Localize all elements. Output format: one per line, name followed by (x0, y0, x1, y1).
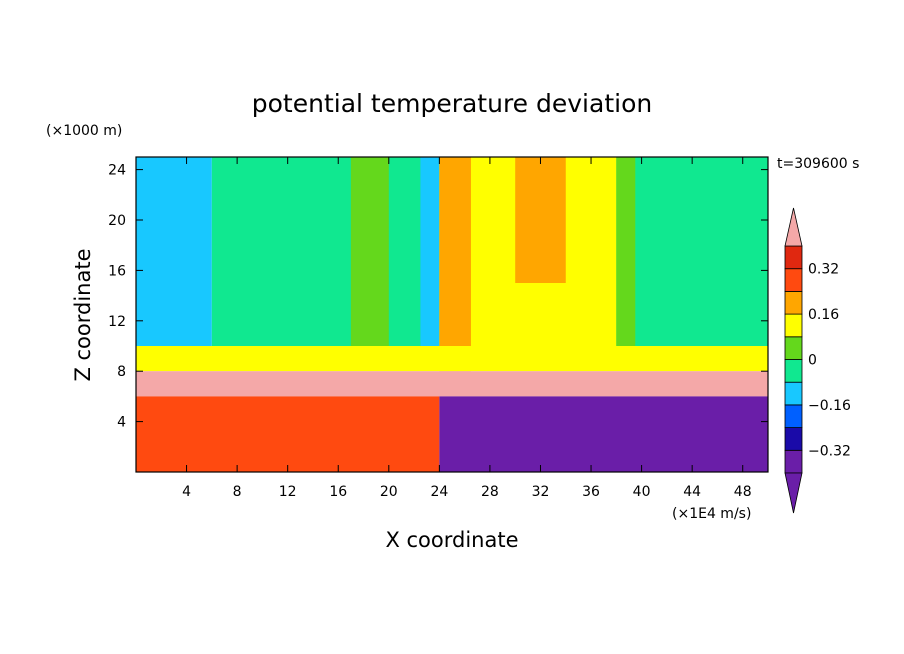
y-tick-label: 16 (108, 263, 126, 279)
x-tick-label: 12 (279, 484, 297, 500)
colorbar-swatch (784, 336, 803, 360)
x-axis: 4 8 12 16 20 24 28 32 36 40 44 48 (182, 157, 752, 500)
y-axis: 4 8 12 16 20 24 (108, 163, 768, 431)
colorbar-label: −0.16 (808, 398, 851, 414)
x-tick-label: 24 (430, 484, 448, 500)
chart-title: potential temperature deviation (252, 89, 652, 118)
x-unit-label: (×1E4 m/s) (672, 506, 751, 522)
colorbar-label: 0.32 (808, 262, 839, 278)
colorbar-swatch (784, 381, 803, 406)
x-axis-title: X coordinate (385, 528, 518, 552)
field-region-8 (136, 346, 768, 372)
field-region-3 (420, 157, 440, 346)
y-tick-label: 20 (108, 213, 126, 229)
field-region-7 (616, 157, 636, 346)
colorbar-swatch (784, 313, 803, 338)
field-region-11 (439, 396, 768, 472)
field-region-10 (136, 396, 440, 472)
x-tick-label: 4 (182, 484, 191, 500)
colorbar-label: −0.32 (808, 443, 851, 459)
y-tick-label: 8 (117, 364, 126, 380)
x-tick-label: 16 (329, 484, 347, 500)
colorbar-swatch (784, 268, 803, 292)
plot-frame (135, 156, 769, 473)
y-tick-label: 4 (117, 415, 126, 431)
field-region-2 (350, 157, 389, 346)
plot-area (136, 157, 768, 472)
y-tick-label: 12 (108, 314, 126, 330)
x-tick-label: 48 (734, 484, 752, 500)
x-tick-label: 44 (683, 484, 701, 500)
field-region-6 (515, 157, 566, 283)
x-tick-label: 36 (582, 484, 600, 500)
x-tick-label: 20 (380, 484, 398, 500)
x-tick-label: 28 (481, 484, 499, 500)
x-tick-label: 8 (233, 484, 242, 500)
y-unit-label: (×1000 m) (46, 123, 122, 139)
colorbar-label: 0 (808, 353, 817, 369)
y-axis-title: Z coordinate (71, 248, 95, 381)
colorbar-swatch (784, 245, 803, 270)
field-region-9 (136, 371, 768, 397)
field-region-5 (439, 157, 471, 372)
colorbar-swatch (784, 449, 803, 474)
x-tick-label: 40 (633, 484, 651, 500)
colorbar-swatch (784, 427, 803, 451)
colorbar-over-arrow (784, 207, 803, 247)
field-region-0 (136, 157, 212, 346)
x-tick-label: 32 (532, 484, 550, 500)
colorbar-swatch (784, 359, 803, 383)
colorbar-under-arrow (784, 472, 803, 514)
colorbar-label: 0.16 (808, 307, 839, 323)
y-tick-label: 24 (108, 163, 126, 179)
colorbar-swatch (784, 404, 803, 428)
colorbar: 0.32 0.16 0 −0.16 −0.32 (784, 207, 851, 514)
time-label: t=309600 s (777, 156, 859, 172)
colorbar-swatch (784, 290, 803, 315)
